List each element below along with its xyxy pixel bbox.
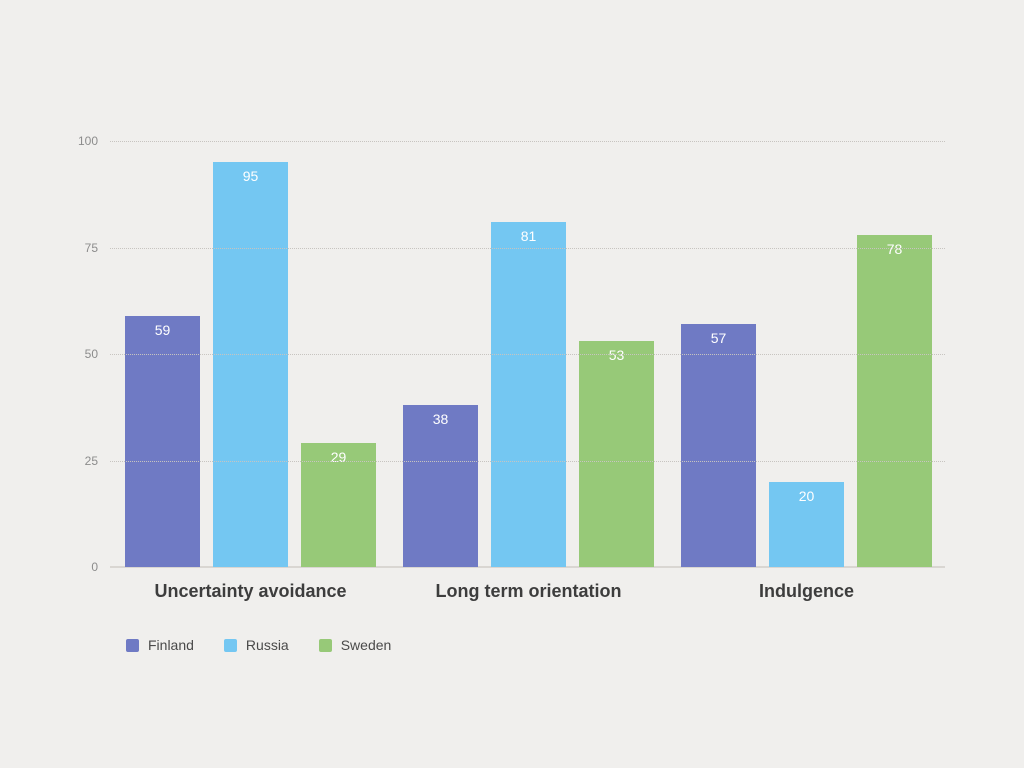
y-tick-label-75: 75 [84,240,98,255]
bar-russia-group2: 81 [491,221,566,567]
plot-area: 59 95 29 38 81 53 57 20 78 [110,141,945,568]
legend-item-finland: Finland [126,637,194,653]
y-tick-label-50: 50 [84,347,98,361]
y-axis: 0 25 50 75 100 [0,134,98,574]
bar-sweden-group1: 29 [301,443,376,567]
bar-group-1: 59 95 29 [125,141,376,567]
bar-value-label: 53 [608,347,625,364]
bar-russia-group3: 20 [769,481,844,567]
bar-finland-group3: 57 [681,324,756,567]
bar-value-label: 81 [520,227,537,244]
bar-russia-group1: 95 [213,162,288,567]
x-axis-baseline [110,566,945,568]
category-label-3: Indulgence [758,581,854,601]
category-label-1: Uncertainty avoidance [154,581,347,601]
legend-label-sweden: Sweden [340,637,392,653]
legend: Finland Russia Sweden [126,637,391,653]
y-tick-label-25: 25 [84,453,98,468]
bar-value-label: 38 [432,411,449,428]
bar-value-label: 59 [154,321,171,338]
bar-sweden-group2: 53 [579,341,654,567]
y-tick-label-0: 0 [91,560,98,574]
bar-finland-group2: 38 [403,405,478,567]
bar-group-2: 38 81 53 [403,141,654,567]
legend-item-sweden: Sweden [318,637,392,653]
legend-swatch-russia [223,638,237,652]
bar-value-label: 29 [330,449,347,466]
legend-swatch-finland [126,638,139,652]
legend-swatch-sweden [318,638,332,652]
bar-sweden-group3: 78 [857,234,932,567]
category-label-2: Long term orientation [435,581,622,601]
legend-label-finland: Finland [148,637,194,653]
legend-label-russia: Russia [245,637,289,653]
bar-value-label: 95 [242,168,259,185]
bar-finland-group1: 59 [125,315,200,567]
bar-group-3: 57 20 78 [681,141,932,567]
y-tick-label-100: 100 [77,134,98,148]
legend-item-russia: Russia [223,637,289,653]
bar-value-label: 20 [798,487,815,504]
bar-value-label: 57 [710,330,727,347]
bar-value-label: 78 [886,240,903,257]
